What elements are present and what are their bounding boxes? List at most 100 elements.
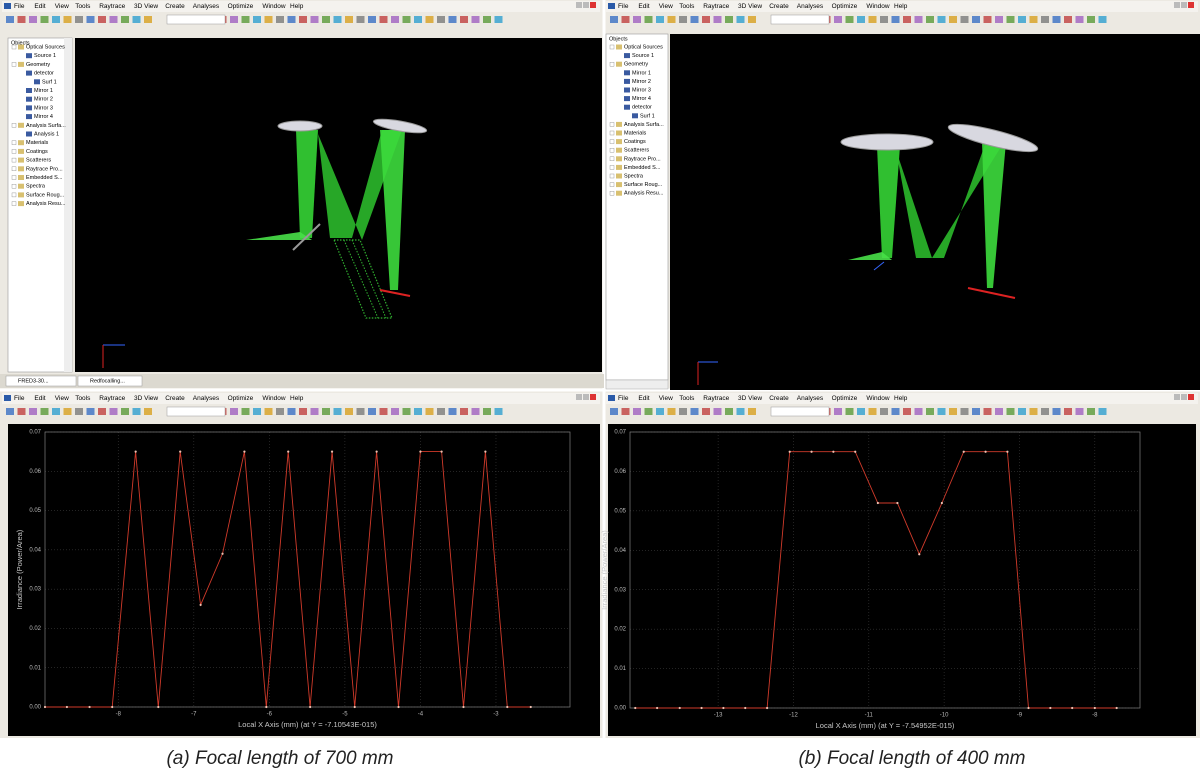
menu-item[interactable]: View — [55, 395, 69, 402]
menu-item[interactable]: Help — [290, 3, 304, 10]
toolbar-icon[interactable] — [938, 408, 946, 415]
toolbar-icon[interactable] — [702, 16, 710, 23]
toolbar-icon[interactable] — [903, 408, 911, 415]
tree-item[interactable]: Optical Sources — [624, 44, 663, 50]
toolbar-icon[interactable] — [133, 408, 141, 415]
tree-item[interactable]: Source 1 — [632, 53, 654, 59]
menu-item[interactable]: Help — [894, 395, 908, 402]
menu-item[interactable]: Raytrace — [99, 395, 125, 402]
toolbar-icon[interactable] — [242, 408, 250, 415]
toolbar-icon[interactable] — [426, 16, 434, 23]
menu-item[interactable]: 3D View — [134, 395, 158, 402]
toolbar-icon[interactable] — [265, 16, 273, 23]
tree-item[interactable]: detector — [34, 71, 54, 77]
toolbar-icon[interactable] — [121, 16, 129, 23]
toolbar-icon[interactable] — [460, 16, 468, 23]
toolbar-icon[interactable] — [725, 16, 733, 23]
toolbar-icon[interactable] — [633, 16, 641, 23]
toolbar-icon[interactable] — [1053, 408, 1061, 415]
menu-item[interactable]: Raytrace — [99, 3, 125, 10]
toolbar-icon[interactable] — [834, 16, 842, 23]
toolbar-icon[interactable] — [18, 408, 26, 415]
toolbar-icon[interactable] — [391, 16, 399, 23]
toolbar-icon[interactable] — [133, 16, 141, 23]
toolbar-icon[interactable] — [472, 16, 480, 23]
toolbar-icon[interactable] — [437, 408, 445, 415]
toolbar-icon[interactable] — [299, 408, 307, 415]
toolbar-icon[interactable] — [1064, 408, 1072, 415]
toolbar-icon[interactable] — [1087, 408, 1095, 415]
toolbar-icon[interactable] — [495, 16, 503, 23]
menu-item[interactable]: Help — [894, 3, 908, 10]
tree-item[interactable]: Spectra — [26, 184, 46, 190]
menu-item[interactable]: Create — [769, 3, 789, 10]
tab-label[interactable]: Redfocalling... — [90, 378, 125, 384]
expander[interactable] — [610, 183, 614, 187]
tree-item[interactable]: Geometry — [26, 62, 50, 68]
toolbar-icon[interactable] — [949, 16, 957, 23]
dropdown[interactable] — [771, 407, 829, 416]
tree-item[interactable]: Analysis Resu... — [26, 201, 66, 207]
tree-item[interactable]: detector — [632, 105, 652, 111]
toolbar-icon[interactable] — [926, 408, 934, 415]
expander[interactable] — [12, 123, 16, 127]
menu-item[interactable]: Analyses — [193, 3, 220, 10]
menu-item[interactable]: Tools — [75, 3, 91, 10]
expander[interactable] — [610, 122, 614, 126]
toolbar-icon[interactable] — [737, 16, 745, 23]
toolbar-icon[interactable] — [633, 408, 641, 415]
toolbar-icon[interactable] — [41, 408, 49, 415]
toolbar-icon[interactable] — [961, 408, 969, 415]
menu-item[interactable]: Window — [866, 3, 889, 10]
toolbar-icon[interactable] — [1076, 16, 1084, 23]
toolbar-icon[interactable] — [288, 16, 296, 23]
toolbar-icon[interactable] — [6, 408, 14, 415]
window-button[interactable] — [576, 394, 582, 400]
toolbar-icon[interactable] — [29, 16, 37, 23]
toolbar-icon[interactable] — [345, 16, 353, 23]
toolbar-icon[interactable] — [368, 408, 376, 415]
menu-item[interactable]: Optimize — [228, 3, 254, 10]
toolbar-icon[interactable] — [52, 408, 60, 415]
dropdown[interactable] — [167, 407, 225, 416]
toolbar-icon[interactable] — [449, 16, 457, 23]
menu-item[interactable]: View — [659, 395, 673, 402]
toolbar-icon[interactable] — [64, 16, 72, 23]
expander[interactable] — [12, 158, 16, 162]
toolbar-icon[interactable] — [1018, 16, 1026, 23]
toolbar-icon[interactable] — [846, 16, 854, 23]
expander[interactable] — [12, 167, 16, 171]
toolbar-icon[interactable] — [938, 16, 946, 23]
toolbar-icon[interactable] — [391, 408, 399, 415]
toolbar-icon[interactable] — [483, 16, 491, 23]
tree-item[interactable]: Materials — [624, 130, 647, 136]
toolbar-icon[interactable] — [472, 408, 480, 415]
toolbar-icon[interactable] — [857, 408, 865, 415]
toolbar-icon[interactable] — [18, 16, 26, 23]
toolbar-icon[interactable] — [75, 408, 83, 415]
toolbar-icon[interactable] — [87, 408, 95, 415]
toolbar-icon[interactable] — [357, 408, 365, 415]
window-button[interactable] — [1188, 394, 1194, 400]
toolbar-icon[interactable] — [691, 408, 699, 415]
expander[interactable] — [12, 141, 16, 145]
toolbar-icon[interactable] — [1007, 408, 1015, 415]
toolbar-icon[interactable] — [357, 16, 365, 23]
toolbar-icon[interactable] — [368, 16, 376, 23]
toolbar-icon[interactable] — [915, 16, 923, 23]
toolbar-icon[interactable] — [403, 16, 411, 23]
expander[interactable] — [610, 62, 614, 66]
toolbar-icon[interactable] — [610, 16, 618, 23]
expander[interactable] — [12, 149, 16, 153]
menu-item[interactable]: Edit — [638, 395, 649, 402]
toolbar-icon[interactable] — [1030, 408, 1038, 415]
toolbar-icon[interactable] — [622, 408, 630, 415]
tree-item[interactable]: Analysis Resu... — [624, 191, 664, 197]
toolbar-icon[interactable] — [961, 16, 969, 23]
expander[interactable] — [12, 202, 16, 206]
toolbar-icon[interactable] — [737, 408, 745, 415]
toolbar-icon[interactable] — [299, 16, 307, 23]
toolbar-icon[interactable] — [972, 16, 980, 23]
tree-item[interactable]: Analysis 1 — [34, 131, 59, 137]
toolbar-icon[interactable] — [1030, 16, 1038, 23]
